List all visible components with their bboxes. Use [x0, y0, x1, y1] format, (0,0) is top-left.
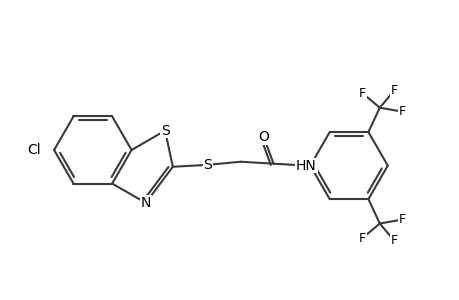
- Text: F: F: [390, 84, 397, 97]
- Text: F: F: [358, 87, 365, 100]
- Text: F: F: [397, 105, 405, 118]
- Text: S: S: [160, 124, 169, 138]
- Text: F: F: [397, 213, 405, 226]
- Text: F: F: [390, 234, 397, 247]
- Text: N: N: [140, 196, 151, 210]
- Text: O: O: [258, 130, 269, 144]
- Text: F: F: [358, 232, 365, 244]
- Text: S: S: [203, 158, 212, 172]
- Text: HN: HN: [296, 159, 316, 172]
- Text: Cl: Cl: [27, 143, 40, 157]
